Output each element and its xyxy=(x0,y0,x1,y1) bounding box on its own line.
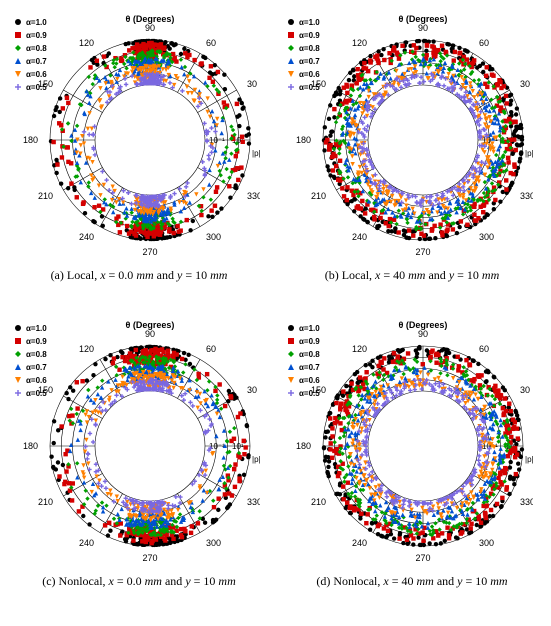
legend-label: α=1.0 xyxy=(26,18,47,27)
polar-chart-a: θ (Degrees)30609012015018021024027030033… xyxy=(10,10,260,260)
angle-label: 210 xyxy=(311,191,326,201)
radial-title: |p| (W/m²) xyxy=(252,149,260,158)
legend-label: α=0.6 xyxy=(299,376,320,385)
angle-label: 90 xyxy=(145,23,155,33)
angle-label: 210 xyxy=(311,497,326,507)
angle-label: 240 xyxy=(79,538,94,548)
legend-label: α=0.8 xyxy=(299,350,320,359)
legend-label: α=0.8 xyxy=(26,350,47,359)
legend-label: α=1.0 xyxy=(299,18,320,27)
angle-label: 240 xyxy=(352,232,367,242)
angle-label: 300 xyxy=(206,232,221,242)
panel-a: θ (Degrees)30609012015018021024027030033… xyxy=(10,10,260,260)
angle-label: 30 xyxy=(247,385,257,395)
angle-label: 90 xyxy=(418,329,428,339)
rtick: 10¹ xyxy=(232,442,244,451)
legend-label: α=0.6 xyxy=(26,70,47,79)
legend-label: α=0.5 xyxy=(299,83,320,92)
legend-label: α=0.9 xyxy=(26,337,47,346)
angle-label: 300 xyxy=(479,232,494,242)
angle-label: 180 xyxy=(296,135,311,145)
angle-label: 90 xyxy=(418,23,428,33)
angle-label: 180 xyxy=(296,441,311,451)
legend-label: α=0.9 xyxy=(299,31,320,40)
angle-label: 300 xyxy=(206,538,221,548)
legend-label: α=0.8 xyxy=(299,44,320,53)
legend-label: α=0.9 xyxy=(26,31,47,40)
legend-label: α=0.8 xyxy=(26,44,47,53)
radial-title: |p| (W/m²) xyxy=(525,149,533,158)
angle-label: 120 xyxy=(352,38,367,48)
panel-b: θ (Degrees)30609012015018021024027030033… xyxy=(283,10,533,260)
legend-label: α=0.7 xyxy=(26,57,47,66)
angle-label: 330 xyxy=(520,191,533,201)
angle-label: 300 xyxy=(479,538,494,548)
caption-c: (c) Nonlocal, x = 0.0 mm and y = 10 mm xyxy=(10,574,268,589)
panel-c: θ (Degrees)30609012015018021024027030033… xyxy=(10,316,260,566)
angle-label: 270 xyxy=(415,247,430,257)
angle-label: 330 xyxy=(247,497,260,507)
legend-label: α=1.0 xyxy=(26,324,47,333)
angle-label: 30 xyxy=(520,385,530,395)
caption-d: (d) Nonlocal, x = 40 mm and y = 10 mm xyxy=(283,574,541,589)
legend-label: α=0.7 xyxy=(299,363,320,372)
angle-label: 60 xyxy=(206,344,216,354)
angle-label: 60 xyxy=(206,38,216,48)
angle-label: 180 xyxy=(23,135,38,145)
angle-label: 180 xyxy=(23,441,38,451)
legend-label: α=0.5 xyxy=(26,389,47,398)
caption-a: (a) Local, x = 0.0 mm and y = 10 mm xyxy=(10,268,268,283)
angle-label: 60 xyxy=(479,344,489,354)
angle-label: 330 xyxy=(247,191,260,201)
legend-label: α=1.0 xyxy=(299,324,320,333)
legend-label: α=0.5 xyxy=(26,83,47,92)
polar-chart-d: θ (Degrees)30609012015018021024027030033… xyxy=(283,316,533,566)
angle-label: 210 xyxy=(38,191,53,201)
angle-label: 270 xyxy=(415,553,430,563)
angle-label: 120 xyxy=(79,38,94,48)
legend-label: α=0.7 xyxy=(299,57,320,66)
angle-label: 30 xyxy=(247,79,257,89)
angle-label: 330 xyxy=(520,497,533,507)
legend-label: α=0.5 xyxy=(299,389,320,398)
radial-title: |p| (W/m²) xyxy=(525,455,533,464)
panel-d: θ (Degrees)30609012015018021024027030033… xyxy=(283,316,533,566)
polar-chart-c: θ (Degrees)30609012015018021024027030033… xyxy=(10,316,260,566)
angle-label: 240 xyxy=(352,538,367,548)
legend-label: α=0.9 xyxy=(299,337,320,346)
angle-label: 240 xyxy=(79,232,94,242)
angle-label: 120 xyxy=(79,344,94,354)
angle-label: 60 xyxy=(479,38,489,48)
angle-label: 120 xyxy=(352,344,367,354)
angle-label: 30 xyxy=(520,79,530,89)
caption-b: (b) Local, x = 40 mm and y = 10 mm xyxy=(283,268,541,283)
legend-label: α=0.7 xyxy=(26,363,47,372)
angle-label: 210 xyxy=(38,497,53,507)
angle-label: 270 xyxy=(142,247,157,257)
polar-chart-b: θ (Degrees)30609012015018021024027030033… xyxy=(283,10,533,260)
rtick: 10⁻¹ xyxy=(209,442,225,451)
radial-title: |p| (W/m²) xyxy=(252,455,260,464)
legend-label: α=0.6 xyxy=(26,376,47,385)
angle-label: 90 xyxy=(145,329,155,339)
angle-label: 270 xyxy=(142,553,157,563)
legend-label: α=0.6 xyxy=(299,70,320,79)
